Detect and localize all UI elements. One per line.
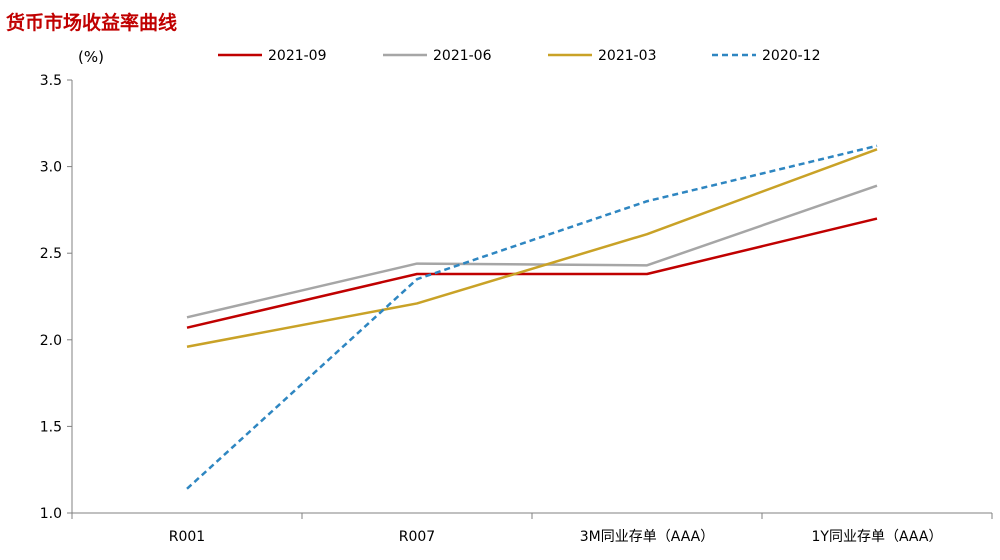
y-unit-label: (%)	[78, 48, 104, 66]
legend-label: 2020-12	[762, 48, 821, 64]
series-line-2021-09	[186, 217, 878, 329]
legend: 2021-09 2021-06 2021-03 2020-12	[218, 48, 821, 64]
x-axis-ticks: R001 R007 3M同业存单（AAA） 1Y同业存单（AAA）	[71, 513, 993, 545]
x-tick-label: 1Y同业存单（AAA）	[812, 529, 943, 545]
y-tick-label: 2.5	[40, 246, 62, 262]
chart-title: 货币市场收益率曲线	[6, 12, 178, 34]
y-tick-label: 1.5	[40, 419, 62, 435]
series-line-2021-06	[186, 184, 878, 319]
x-tick-label: 3M同业存单（AAA）	[580, 529, 715, 545]
y-tick-label: 1.0	[40, 506, 62, 522]
y-tick-label: 2.0	[40, 333, 62, 349]
y-axis-ticks: 3.5 3.0 2.5 2.0 1.5 1.0	[40, 73, 72, 522]
series-layer	[186, 144, 878, 490]
legend-label: 2021-09	[268, 48, 327, 64]
x-tick-label: R001	[169, 529, 205, 545]
series-line-2021-03	[186, 148, 878, 348]
legend-label: 2021-03	[598, 48, 657, 64]
legend-label: 2021-06	[433, 48, 492, 64]
y-tick-label: 3.5	[40, 73, 62, 89]
x-tick-label: R007	[399, 529, 435, 545]
y-tick-label: 3.0	[40, 160, 62, 176]
series-line-2020-12	[186, 144, 878, 490]
